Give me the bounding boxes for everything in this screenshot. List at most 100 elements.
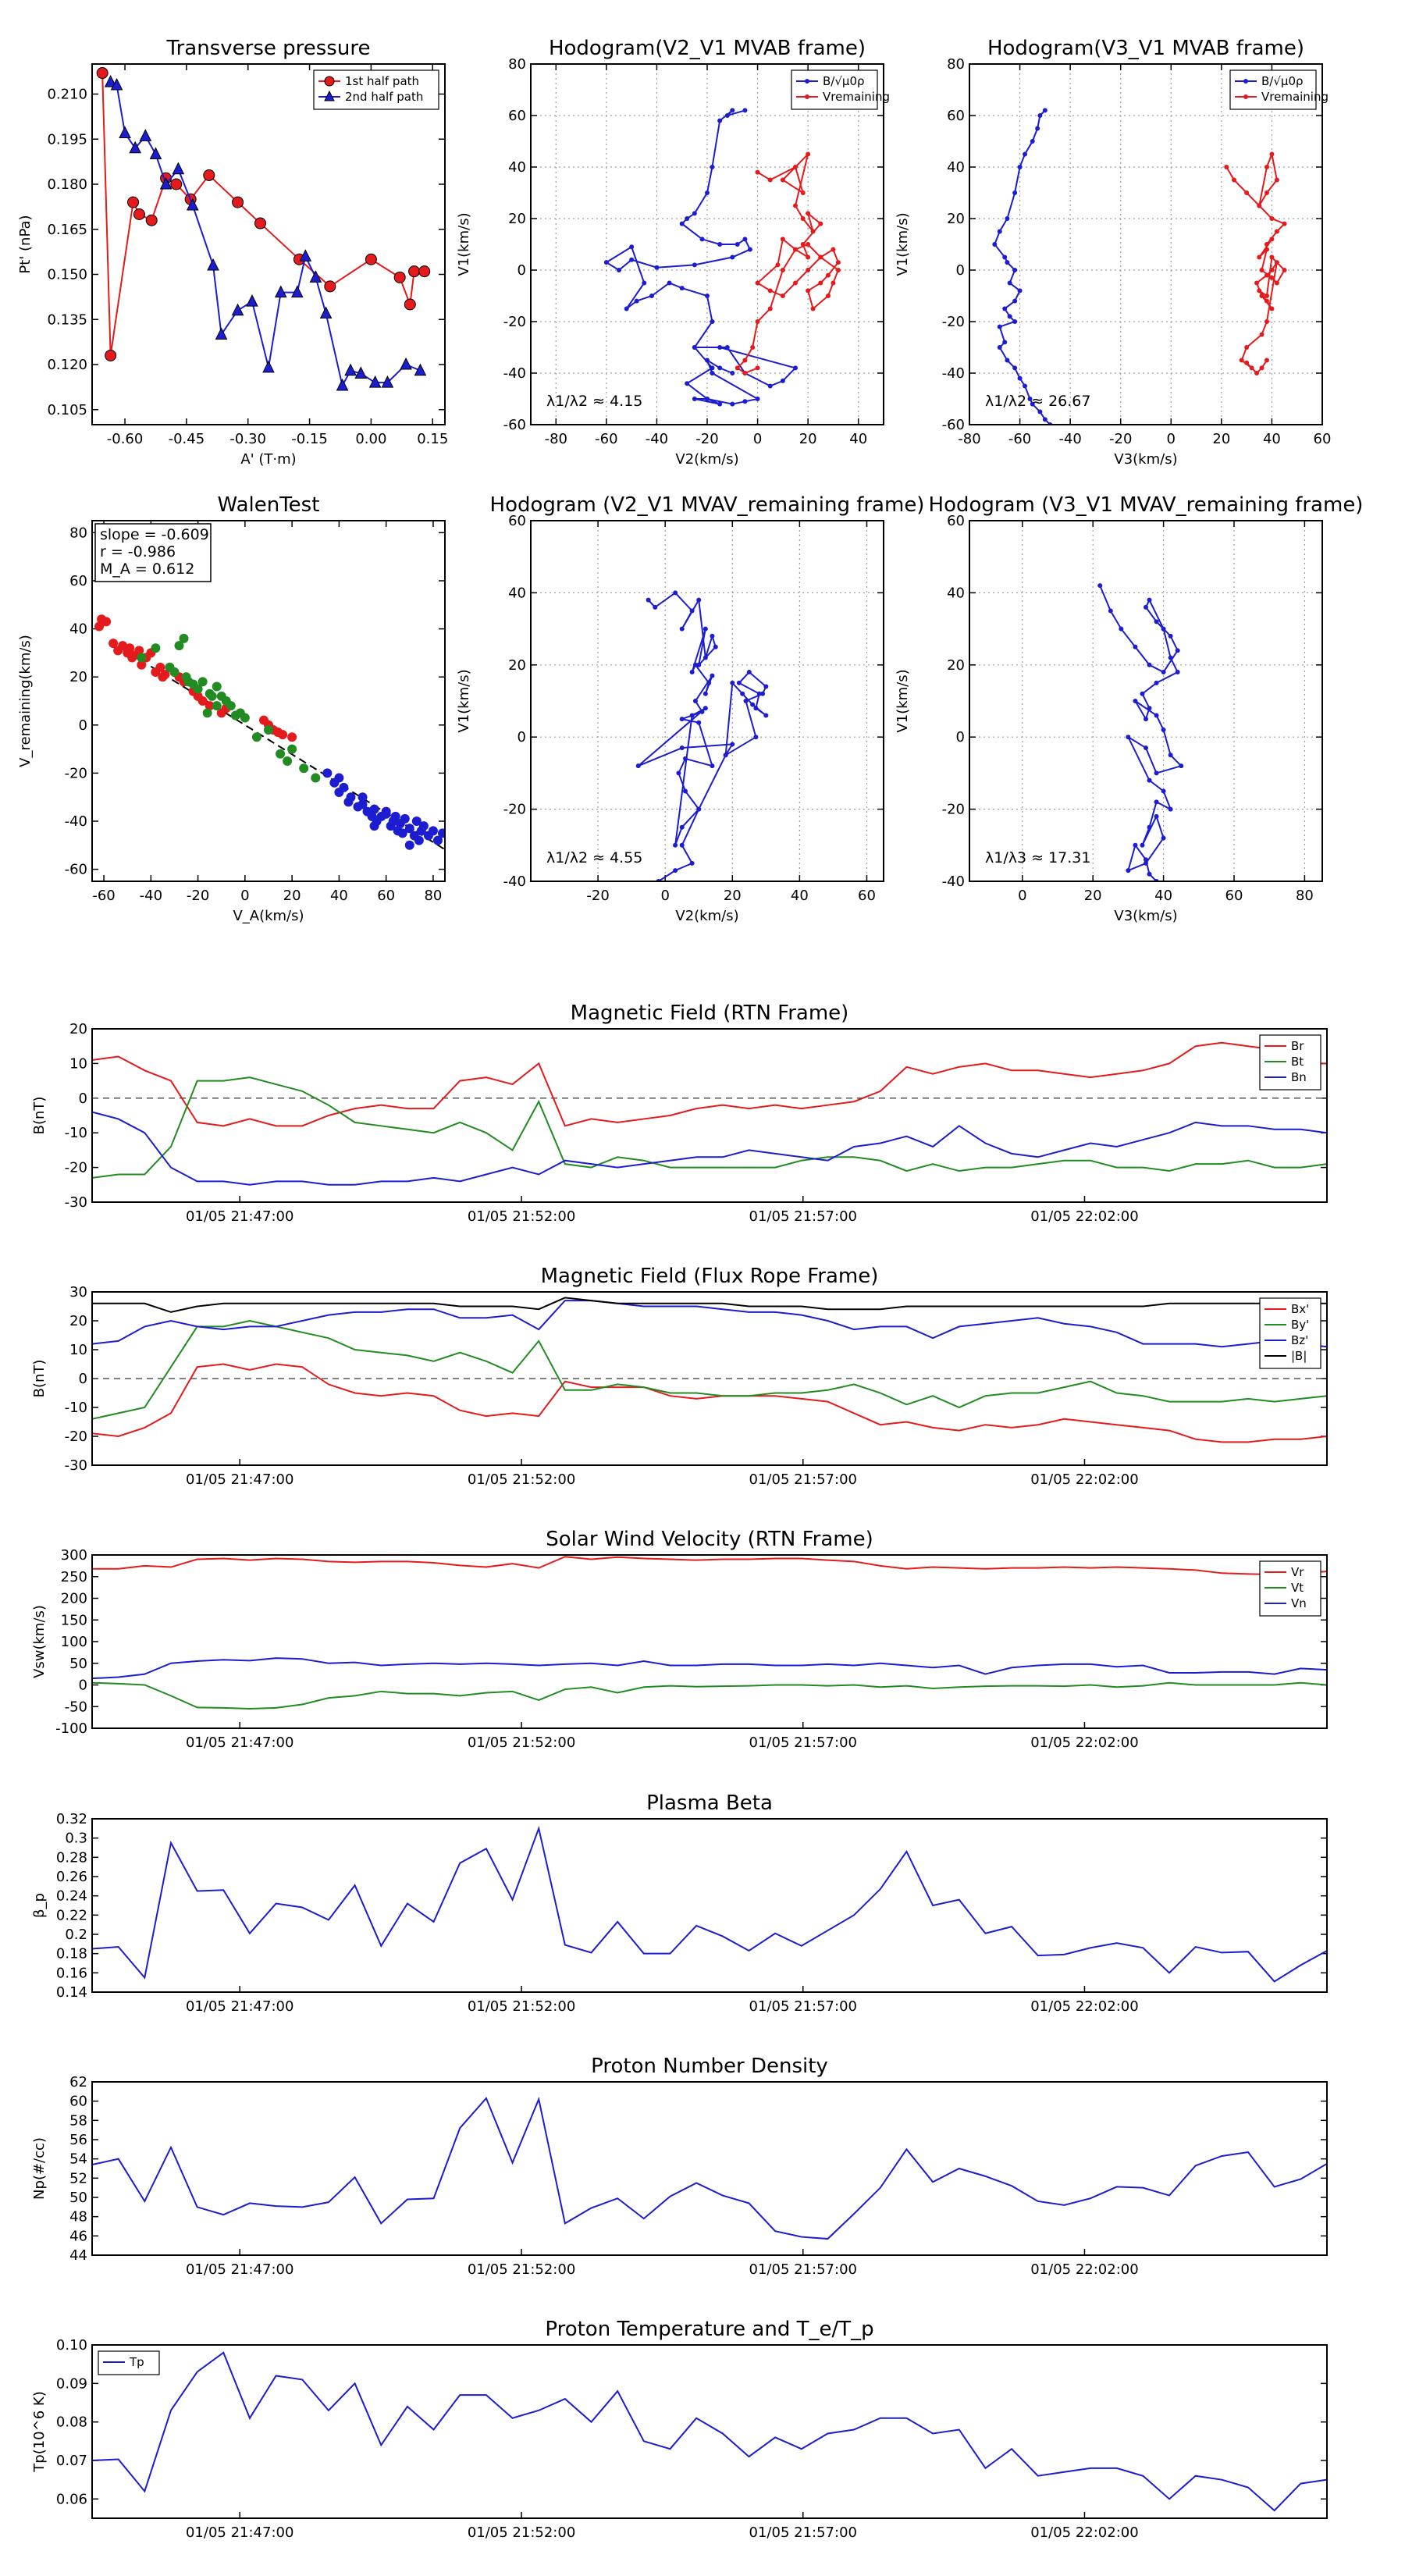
data-point xyxy=(810,229,816,234)
chart-c8: -30 -20 -10 0 10 20 30 01/05 21:47:00 01/05 21:5… xyxy=(31,1265,1328,1488)
legend-label: By' xyxy=(1291,1318,1309,1332)
data-point xyxy=(750,702,756,707)
y-tick-label: 40 xyxy=(508,585,526,601)
x-tick-label: 01/05 21:52:00 xyxy=(468,1208,575,1225)
x-tick-label: 01/05 21:47:00 xyxy=(186,1208,293,1225)
series-line xyxy=(92,1111,1327,1186)
y-tick-label: 20 xyxy=(947,657,965,674)
data-point xyxy=(381,806,391,817)
data-point xyxy=(159,176,173,190)
x-tick-label: -80 xyxy=(958,431,980,447)
x-tick-label: 0 xyxy=(1167,431,1176,447)
data-point xyxy=(1161,835,1166,841)
data-point xyxy=(717,365,723,371)
y-tick-label: 40 xyxy=(69,621,87,638)
data-point xyxy=(127,196,140,208)
x-tick-label: 01/05 21:52:00 xyxy=(468,1735,575,1751)
legend-marker xyxy=(1243,79,1248,84)
data-point xyxy=(767,288,773,294)
data-point xyxy=(418,265,431,278)
data-point xyxy=(264,724,273,735)
data-point xyxy=(207,258,219,271)
series-V xyxy=(1097,583,1184,881)
chart-title: Transverse pressure xyxy=(166,37,371,60)
axes-frame xyxy=(91,2344,1328,2519)
y-tick-label: -40 xyxy=(503,873,526,890)
y-axis-label: V1(km/s) xyxy=(895,212,911,276)
x-axis-label: A' (T·m) xyxy=(240,451,296,468)
y-tick-label: 150 xyxy=(61,1612,87,1628)
data-point xyxy=(806,268,811,272)
series-line xyxy=(92,1363,1327,1443)
y-tick-label: 100 xyxy=(61,1634,87,1650)
data-point xyxy=(685,216,690,221)
data-point xyxy=(1030,401,1035,407)
data-point xyxy=(1269,216,1275,221)
y-tick-label: 0 xyxy=(79,717,87,734)
data-point xyxy=(1147,706,1152,711)
plot-area xyxy=(92,1825,1327,1983)
y-tick-label: 0.165 xyxy=(47,222,87,238)
data-point xyxy=(1017,165,1023,169)
data-point xyxy=(717,242,723,247)
series-|B| xyxy=(92,1297,1327,1313)
data-point xyxy=(437,828,445,838)
y-tick-label: 80 xyxy=(508,56,526,73)
data-point xyxy=(713,644,718,649)
axes-frame xyxy=(969,63,1323,425)
data-point xyxy=(129,141,141,154)
y-tick-label: -20 xyxy=(65,1429,87,1445)
data-point xyxy=(1179,763,1184,769)
data-point xyxy=(818,280,823,286)
data-point xyxy=(730,108,735,113)
data-point xyxy=(755,397,760,401)
data-point xyxy=(689,713,695,718)
y-tick-label: 30 xyxy=(69,1284,87,1300)
y-tick-label: -60 xyxy=(942,417,965,433)
y-axis-label: Np(#/cc) xyxy=(31,2137,48,2200)
data-point xyxy=(673,868,678,873)
x-tick-label: 40 xyxy=(791,888,809,904)
legend-label: Bt xyxy=(1291,1055,1304,1069)
data-point xyxy=(730,742,735,747)
chart-title: Hodogram (V2_V1 MVAV_remaining frame) xyxy=(490,493,925,517)
data-point xyxy=(207,691,217,701)
series-Vr xyxy=(92,1556,1327,1575)
data-point xyxy=(818,254,823,260)
data-point xyxy=(202,708,212,718)
data-point xyxy=(1133,644,1138,649)
x-tick-label: 0.15 xyxy=(417,431,448,447)
axes-frame xyxy=(91,1028,1328,1203)
legend-label: Vremaining xyxy=(823,90,890,104)
data-point xyxy=(646,597,651,603)
x-tick-label: -0.45 xyxy=(169,431,205,447)
x-tick-label: 20 xyxy=(1212,431,1230,447)
y-tick-label: 0.22 xyxy=(56,1907,87,1923)
series-red xyxy=(94,614,297,742)
x-tick-label: 01/05 21:52:00 xyxy=(468,2261,575,2278)
data-point xyxy=(736,680,742,685)
data-point xyxy=(1274,280,1279,286)
data-point xyxy=(780,177,785,183)
y-tick-label: -20 xyxy=(942,314,965,330)
data-point xyxy=(679,626,685,632)
series-line xyxy=(92,1825,1327,1983)
series-line xyxy=(1099,585,1183,881)
x-tick-label: 40 xyxy=(849,431,867,447)
data-point xyxy=(404,824,414,834)
series-line xyxy=(92,1556,1327,1575)
legend-label: Vremaining xyxy=(1261,90,1329,104)
data-point xyxy=(763,713,769,718)
stats-line: r = -0.986 xyxy=(100,543,176,560)
data-point xyxy=(1257,254,1262,260)
x-tick-label: 01/05 21:52:00 xyxy=(468,1471,575,1488)
data-point xyxy=(997,229,1002,234)
series-line xyxy=(736,151,840,375)
data-point xyxy=(676,770,681,776)
y-tick-label: 0.210 xyxy=(47,87,87,103)
data-point xyxy=(767,306,773,311)
data-point xyxy=(742,108,748,113)
data-point xyxy=(149,147,162,159)
series-beta xyxy=(92,1825,1327,1983)
